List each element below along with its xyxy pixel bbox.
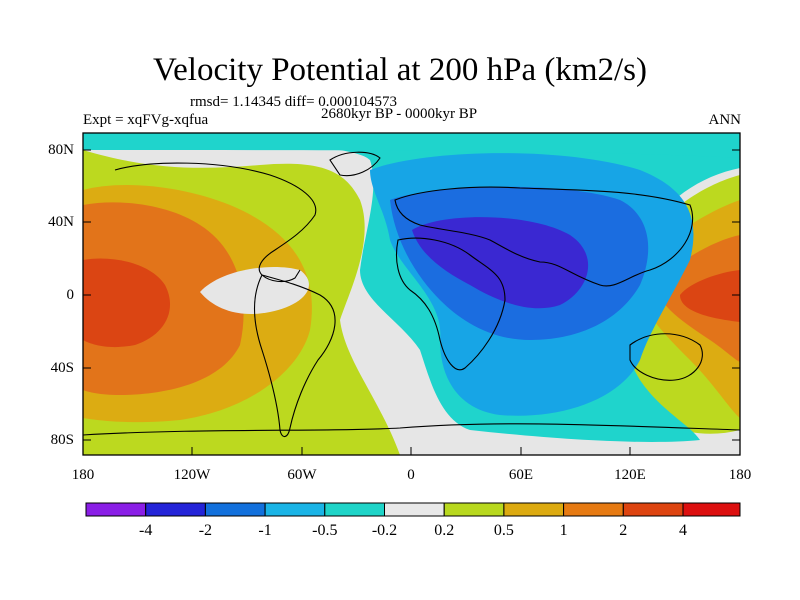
colorbar-box-9: [563, 502, 624, 517]
colorbar-box-1: [85, 502, 147, 517]
colorbar: [85, 502, 741, 517]
colorbar-box-3: [204, 502, 266, 517]
coastlines: [83, 151, 740, 438]
colorbar-box-2: [145, 502, 206, 517]
lon-label-120e: 120E: [614, 467, 646, 483]
colorbar-box-7: [443, 502, 505, 517]
lat-label-0: 0: [66, 287, 75, 303]
coast-eurasia: [394, 186, 694, 287]
colorbar-box-11: [682, 502, 741, 517]
colorbar-box-6: [384, 502, 445, 517]
coast-south-america: [254, 274, 336, 438]
lon-label-60w: 60W: [287, 467, 317, 483]
season-label: ANN: [708, 112, 742, 128]
lat-label-40n: 40N: [48, 214, 74, 230]
colorbar-box-5: [324, 502, 385, 517]
chart-title: Velocity Potential at 200 hPa (km2/s): [152, 52, 648, 88]
colorbar-label-p4: 4: [679, 522, 687, 539]
colorbar-label-p02: 0.2: [434, 522, 455, 539]
colorbar-label-p1: 1: [559, 522, 568, 539]
lon-label-180-left: 180: [71, 467, 95, 483]
field-neg-dark-blue: [412, 217, 589, 309]
period-text: 2680kyr BP - 0000kyr BP: [321, 106, 478, 122]
colorbar-box-4: [264, 502, 326, 517]
coast-australia: [629, 333, 703, 381]
colorbar-box-10: [622, 502, 684, 517]
coast-north-america: [114, 162, 317, 283]
field-arctic: [83, 133, 740, 158]
field-wpac-red: [680, 270, 740, 322]
colorbar-label-m02: -0.2: [371, 522, 398, 539]
stats-text: rmsd= 1.14345 diff= 0.000104573: [190, 94, 398, 110]
colorbar-label-m1: -1: [258, 522, 272, 539]
coast-greenland: [329, 151, 381, 177]
colorbar-label-m05: -0.5: [312, 522, 338, 539]
lon-label-0: 0: [407, 467, 415, 483]
lon-label-180-right: 180: [728, 467, 752, 483]
field-zero-atlantic: [200, 266, 309, 314]
lon-label-60e: 60E: [508, 467, 534, 483]
lon-label-120w: 120W: [173, 467, 211, 483]
contour-field: [83, 133, 740, 455]
colorbar-box-8: [503, 502, 565, 517]
lat-label-80s: 80S: [50, 432, 74, 448]
field-pacific-red: [83, 258, 171, 348]
lat-label-80n: 80N: [48, 142, 74, 158]
map-ticks: [83, 149, 740, 455]
colorbar-label-m4: -4: [139, 522, 153, 539]
coast-africa: [395, 237, 506, 371]
colorbar-label-p05: 0.5: [493, 522, 514, 539]
colorbar-label-p2: 2: [619, 522, 628, 539]
lat-label-40s: 40S: [50, 360, 74, 376]
colorbar-label-m2: -2: [198, 522, 213, 539]
coast-antarctica: [83, 423, 740, 436]
experiment-label: Expt = xqFVg-xqfua: [83, 112, 209, 128]
